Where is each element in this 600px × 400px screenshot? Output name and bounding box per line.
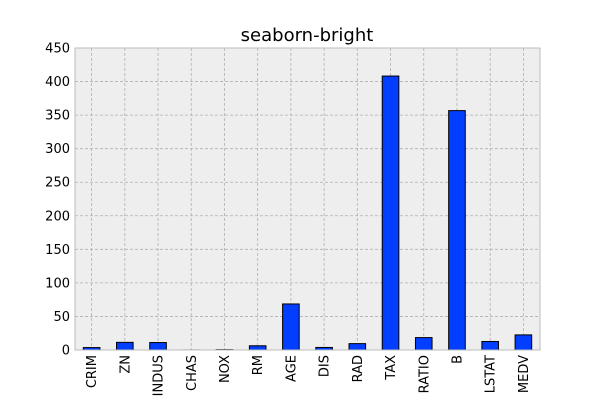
chart-title: seaborn-bright <box>241 25 374 46</box>
x-tick-label: DIS <box>318 355 333 377</box>
x-tick-label: ZN <box>118 355 133 374</box>
y-tick-label: 250 <box>45 176 70 191</box>
y-tick-label: 450 <box>45 42 70 57</box>
bar-b <box>448 110 466 351</box>
bar-rm <box>248 345 267 351</box>
y-tick-label: 300 <box>45 142 70 157</box>
x-tick-label: TAX <box>384 355 399 381</box>
plot-border <box>74 47 541 351</box>
x-tick-label: AGE <box>284 355 299 382</box>
bar-ratio <box>414 337 433 351</box>
bar-medv <box>514 334 533 351</box>
y-tick-label: 200 <box>45 209 70 224</box>
y-axis: 0 50 100 150 200 250 300 350 400 450 <box>45 42 70 359</box>
x-tick-label: RATIO <box>417 355 432 393</box>
y-tick-label: 350 <box>45 109 70 124</box>
bar-indus <box>149 342 167 351</box>
x-tick-label: B <box>450 355 465 364</box>
bars <box>82 75 533 351</box>
y-tick-label: 0 <box>62 344 70 359</box>
x-tick-label: RM <box>251 355 266 375</box>
x-tick-label: INDUS <box>152 355 167 396</box>
x-tick-label: RAD <box>351 355 366 382</box>
x-tick-label: MEDV <box>517 355 532 393</box>
y-tick-label: 400 <box>45 75 70 90</box>
y-tick-label: 50 <box>53 310 70 325</box>
bar-zn <box>116 341 134 351</box>
bar-lstat <box>481 340 499 351</box>
plot-area <box>75 48 540 350</box>
x-tick-label: LSTAT <box>484 355 499 393</box>
bar-rad <box>348 343 367 351</box>
y-tick-label: 100 <box>45 276 70 291</box>
x-axis: CRIM ZN INDUS CHAS NOX RM AGE DIS RAD TAX RATIO B LS… <box>85 355 532 396</box>
x-tick-label: NOX <box>218 355 233 383</box>
x-tick-label: CHAS <box>185 355 200 391</box>
x-tick-label: CRIM <box>85 355 100 388</box>
y-tick-label: 150 <box>45 243 70 258</box>
bar-age <box>282 303 300 351</box>
bar-tax <box>381 75 400 351</box>
